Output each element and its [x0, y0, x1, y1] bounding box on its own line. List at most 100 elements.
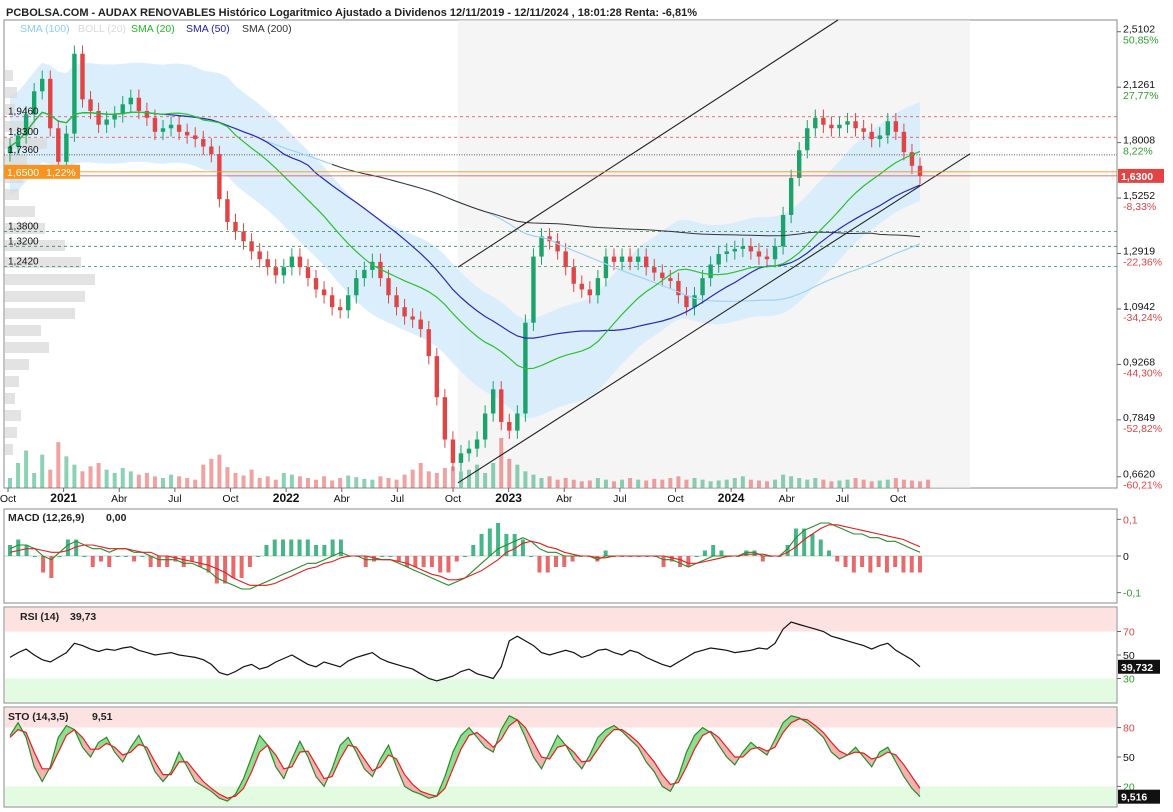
price-tick-pct: -52,82%	[1123, 423, 1162, 435]
candle-body	[104, 119, 109, 125]
volume-bar	[628, 478, 633, 488]
volume-profile-bar	[5, 257, 81, 268]
macd-histogram-bar	[314, 545, 319, 556]
volume-bar	[781, 474, 786, 488]
volume-bar	[676, 476, 681, 488]
legend-sma100: SMA (100)	[20, 23, 70, 35]
candle-body	[281, 267, 287, 276]
sto-fill	[332, 745, 341, 777]
macd-histogram-bar	[107, 556, 112, 567]
candle-body	[128, 97, 133, 105]
macd-histogram-bar	[272, 539, 277, 556]
macd-histogram-bar	[429, 556, 434, 567]
macd-histogram-bar	[570, 556, 575, 562]
volume-bar	[386, 478, 391, 488]
macd-histogram-bar	[206, 556, 211, 573]
sto-fill	[66, 725, 75, 736]
macd-histogram-bar	[793, 528, 798, 556]
sto-fill	[98, 737, 107, 750]
candle-body	[635, 256, 641, 262]
candle-body	[732, 248, 737, 252]
osc-tick-label: 80	[1123, 723, 1135, 735]
sto-fill	[903, 764, 912, 789]
volume-bar	[32, 473, 37, 488]
volume-bar	[684, 479, 689, 488]
sma200-line	[331, 163, 921, 238]
volume-profile-bar	[5, 325, 41, 336]
macd-histogram-bar	[810, 534, 815, 556]
price-tick-label: 2,5102	[1123, 24, 1155, 36]
candle-body	[144, 110, 150, 118]
macd-histogram-bar	[247, 556, 252, 567]
osc-last-tag	[1118, 789, 1160, 804]
volume-bar	[668, 478, 673, 488]
candle-body	[346, 295, 351, 311]
volume-bar	[901, 479, 906, 488]
price-tick-pct: 8,22%	[1123, 146, 1153, 158]
macd-histogram-bar	[520, 539, 525, 556]
macd-histogram-bar	[322, 545, 327, 556]
volume-bar	[926, 479, 931, 488]
volume-bar	[354, 477, 359, 488]
macd-histogram-bar	[24, 545, 29, 556]
volume-bar	[909, 480, 914, 488]
candle-body	[877, 135, 882, 140]
candle-body	[490, 389, 496, 414]
time-tick-label: Oct	[667, 493, 683, 505]
price-axis: 1,9460 1,8300 1,7360 1,3800 1,3200 1,2420 2,51…	[4, 24, 1164, 492]
volume-bar	[797, 478, 802, 488]
candle-body	[813, 117, 818, 129]
volume-bar	[273, 479, 278, 488]
volume-bar	[918, 481, 922, 488]
candle-body	[547, 236, 552, 242]
volume-bar	[8, 478, 12, 488]
macd-histogram-bar	[173, 556, 178, 562]
volume-profile-bar	[5, 189, 19, 200]
sto-fill	[219, 794, 228, 802]
macd-histogram-bar	[32, 556, 37, 557]
macd-histogram-bar	[529, 556, 534, 557]
time-tick-label: Oct	[445, 493, 461, 505]
volume-bar	[96, 463, 101, 488]
candle-body	[48, 78, 53, 129]
volume-bar	[394, 479, 399, 488]
macd-histogram-bar	[446, 556, 451, 573]
volume-bar	[547, 476, 552, 488]
macd-histogram-bar	[901, 556, 906, 573]
candle-body	[241, 231, 246, 242]
candle-body	[563, 251, 568, 268]
volume-profile-bar	[5, 206, 35, 217]
candle-body	[652, 267, 657, 273]
candle-body	[515, 413, 520, 431]
candle-body	[378, 261, 383, 279]
osc-last-tag	[1118, 659, 1160, 674]
reference-tag	[4, 164, 80, 179]
volume-bar	[724, 479, 729, 488]
sto-fill	[654, 761, 663, 787]
volume-bar	[48, 469, 53, 488]
candle-body	[40, 78, 45, 92]
candle-body	[64, 133, 69, 162]
volume-bar	[893, 478, 898, 488]
macd-histogram-bar	[595, 556, 600, 562]
macd-histogram-bar	[760, 556, 765, 562]
volume-bar	[555, 479, 560, 488]
candle-body	[7, 146, 13, 154]
volume-bar	[289, 474, 294, 488]
macd-histogram-bar	[74, 539, 79, 556]
candle-body	[684, 295, 689, 308]
candle-body	[708, 264, 713, 279]
macd-histogram-bar	[231, 556, 236, 578]
macd-histogram-bar	[835, 556, 840, 562]
macd-histogram-bar	[338, 539, 343, 556]
volume-profile-bar	[5, 291, 85, 302]
macd-histogram-bar	[438, 556, 443, 573]
sto-fill	[501, 715, 510, 740]
volume-bar	[426, 471, 431, 488]
macd-tick-label: 0,1	[1123, 514, 1138, 526]
overbought-zone	[5, 708, 1116, 728]
sto-panel: 80 50 209,516	[5, 708, 1160, 806]
candle-body	[780, 214, 786, 247]
macd-histogram-bar	[330, 539, 335, 556]
volume-bar	[418, 463, 423, 488]
